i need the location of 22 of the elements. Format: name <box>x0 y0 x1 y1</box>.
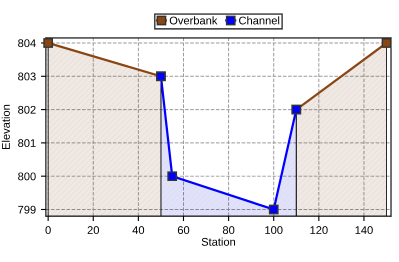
x-tick-label: 140 <box>356 226 373 234</box>
point <box>167 171 178 182</box>
x-tick-label: 40 <box>132 226 144 234</box>
legend-label: Overbank <box>170 16 218 24</box>
point <box>43 38 54 48</box>
x-tick-label: 0 <box>45 226 51 234</box>
legend-label: Channel <box>239 16 280 24</box>
y-tick-label: 799 <box>18 206 36 214</box>
x-axis-title: Station <box>202 238 236 246</box>
y-tick-label: 803 <box>18 72 36 80</box>
y-tick-label: 800 <box>18 172 36 180</box>
x-tick-label: 60 <box>178 226 190 234</box>
x-tick-label: 120 <box>310 226 328 234</box>
y-tick-label: 802 <box>18 106 36 114</box>
y-tick-label: 801 <box>18 139 36 148</box>
x-tick-label: 20 <box>88 226 99 234</box>
point <box>382 38 392 48</box>
y-tick-label: 804 <box>18 39 36 48</box>
point <box>268 204 279 214</box>
y-axis-title: Elevation <box>2 104 10 150</box>
x-tick-label: 80 <box>222 226 234 234</box>
x-tick-label: 100 <box>265 226 283 234</box>
